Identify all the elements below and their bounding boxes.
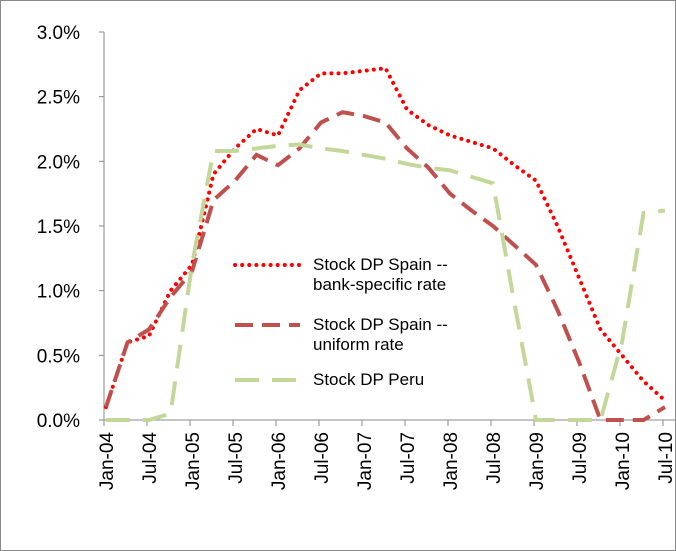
- y-tick-label: 1.0%: [37, 282, 80, 303]
- y-tick-label: 3.0%: [37, 23, 80, 44]
- x-tick-label: Jul-06: [312, 432, 333, 484]
- legend-label: Stock DP Spain -- uniform rate: [313, 315, 448, 354]
- y-tick-label: 0.0%: [37, 411, 80, 432]
- x-tick-label: Jan-07: [355, 432, 376, 490]
- series-line: [104, 66, 667, 410]
- legend-label: Stock DP Spain -- bank-specific rate: [313, 255, 448, 294]
- x-tick-label: Jul-10: [656, 432, 676, 484]
- x-tick-label: Jan-10: [613, 432, 634, 490]
- x-tick-label: Jan-08: [441, 432, 462, 490]
- x-tick-label: Jan-06: [269, 432, 290, 490]
- legend-label: Stock DP Peru: [313, 370, 425, 389]
- series-line: [104, 110, 667, 422]
- x-tick-label: Jan-09: [527, 432, 548, 490]
- series-line: [106, 142, 666, 422]
- x-tick-label: Jan-05: [183, 432, 204, 490]
- x-tick-label: Jan-04: [97, 432, 118, 491]
- x-tick-label: Jul-05: [226, 432, 247, 484]
- y-tick-label: 0.5%: [37, 346, 80, 367]
- x-tick-label: Jul-09: [570, 432, 591, 484]
- x-tick-label: Jul-04: [140, 432, 161, 484]
- y-tick-label: 1.5%: [37, 217, 80, 238]
- y-tick-label: 2.0%: [37, 152, 80, 173]
- x-tick-label: Jul-08: [484, 432, 505, 484]
- y-tick-label: 2.5%: [37, 88, 80, 109]
- x-tick-label: Jul-07: [398, 432, 419, 484]
